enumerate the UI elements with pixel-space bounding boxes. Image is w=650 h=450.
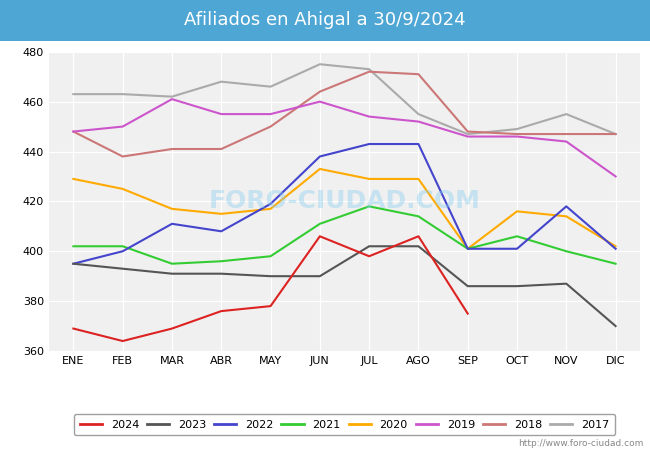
Legend: 2024, 2023, 2022, 2021, 2020, 2019, 2018, 2017: 2024, 2023, 2022, 2021, 2020, 2019, 2018… [74, 414, 615, 435]
Text: http://www.foro-ciudad.com: http://www.foro-ciudad.com [518, 439, 644, 448]
Text: FORO-CIUDAD.COM: FORO-CIUDAD.COM [209, 189, 480, 213]
Text: Afiliados en Ahigal a 30/9/2024: Afiliados en Ahigal a 30/9/2024 [184, 11, 466, 29]
